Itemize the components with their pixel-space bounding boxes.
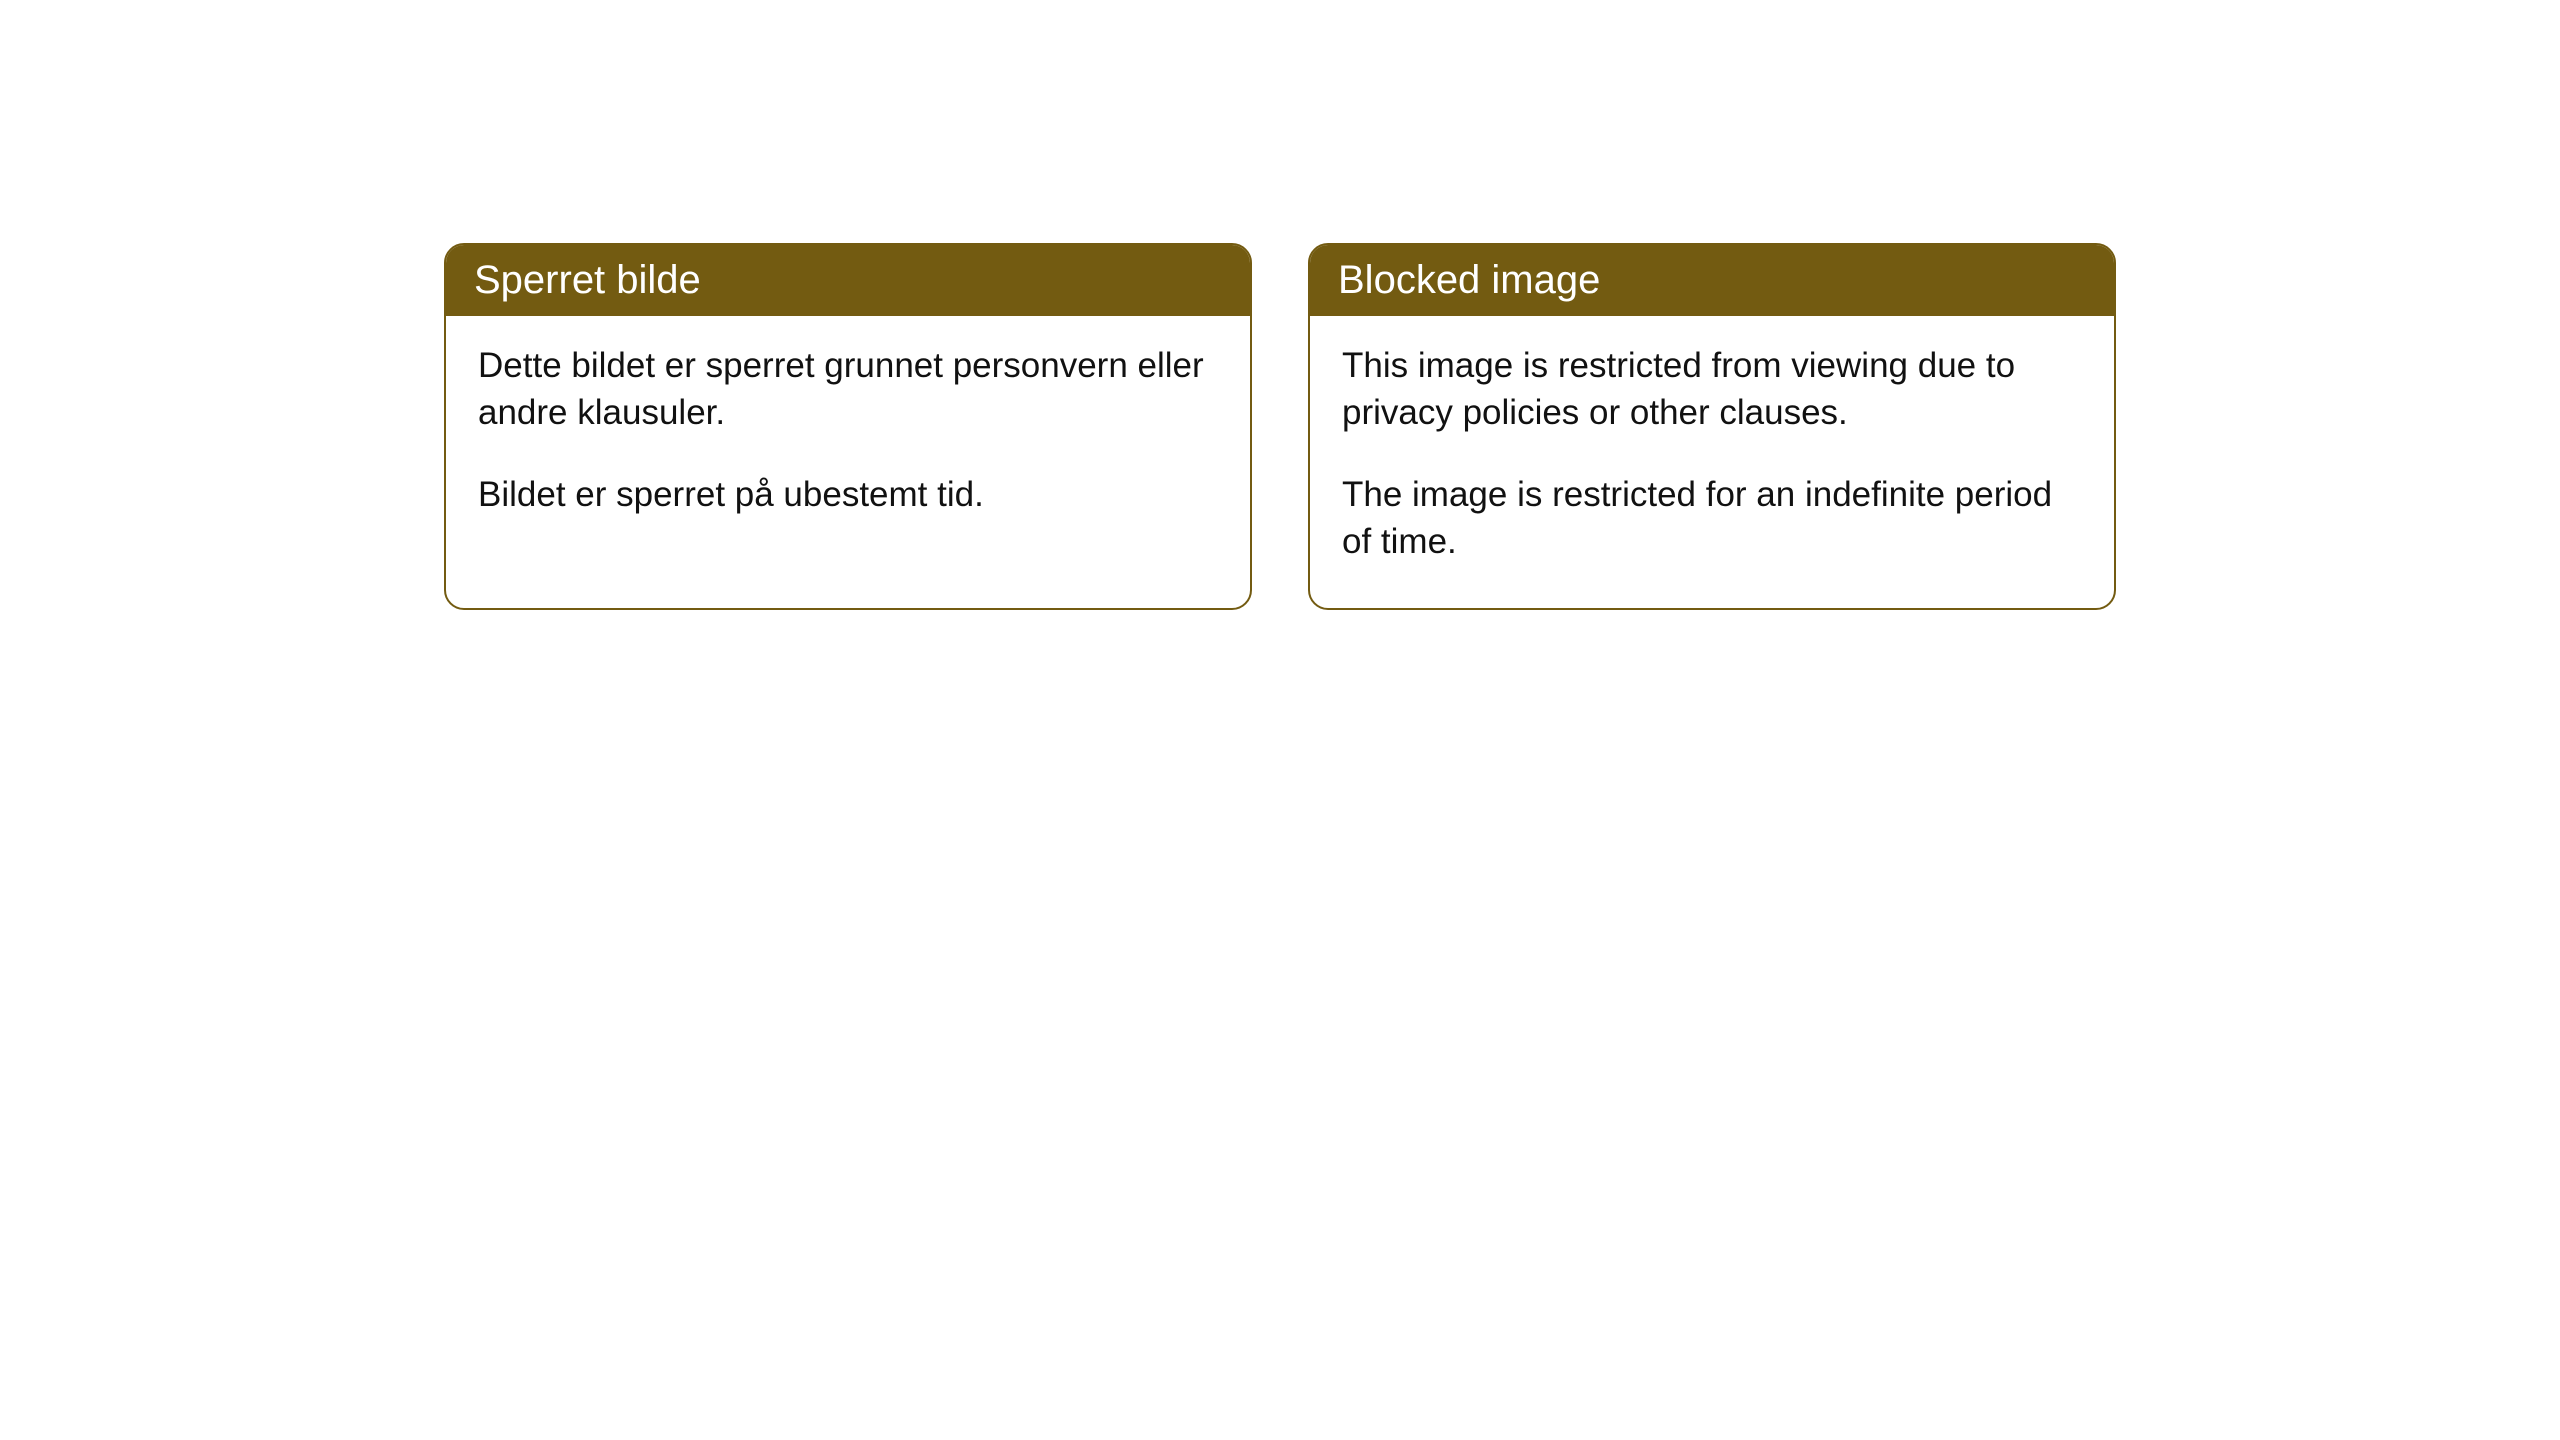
blocked-image-card-english: Blocked image This image is restricted f… bbox=[1308, 243, 2116, 610]
card-paragraph: This image is restricted from viewing du… bbox=[1342, 342, 2082, 437]
card-paragraph: Dette bildet er sperret grunnet personve… bbox=[478, 342, 1218, 437]
blocked-image-card-norwegian: Sperret bilde Dette bildet er sperret gr… bbox=[444, 243, 1252, 610]
card-header-norwegian: Sperret bilde bbox=[446, 245, 1250, 316]
card-paragraph: The image is restricted for an indefinit… bbox=[1342, 471, 2082, 566]
card-body-english: This image is restricted from viewing du… bbox=[1310, 316, 2114, 608]
card-body-norwegian: Dette bildet er sperret grunnet personve… bbox=[446, 316, 1250, 561]
card-header-english: Blocked image bbox=[1310, 245, 2114, 316]
card-paragraph: Bildet er sperret på ubestemt tid. bbox=[478, 471, 1218, 518]
message-cards-container: Sperret bilde Dette bildet er sperret gr… bbox=[444, 243, 2116, 610]
